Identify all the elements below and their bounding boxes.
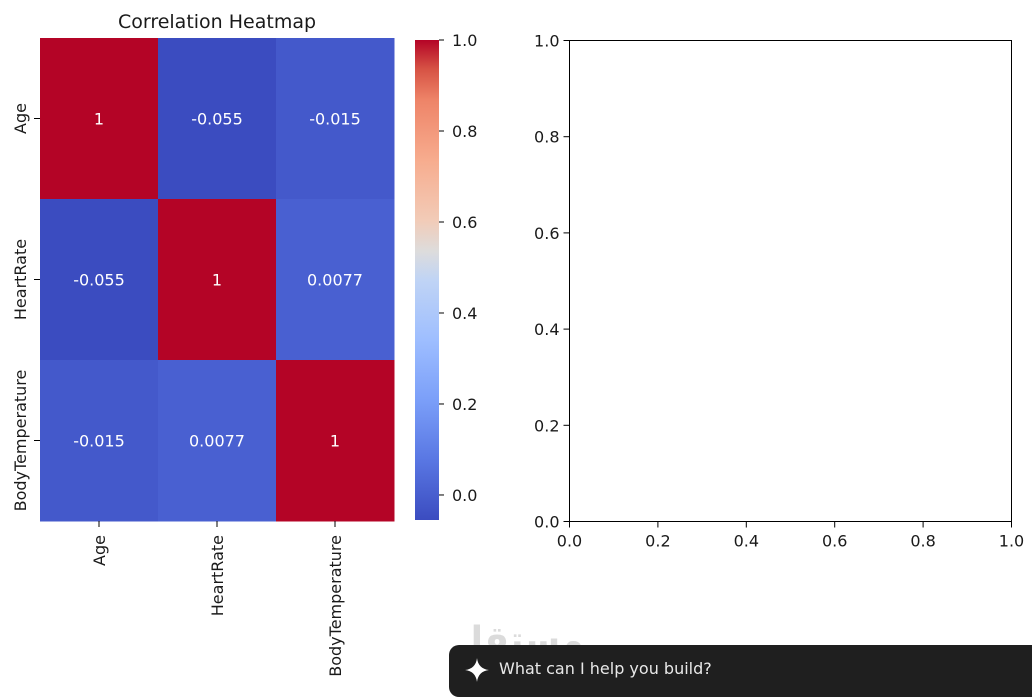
prompt-input[interactable]: What can I help you build? xyxy=(499,659,712,678)
heatmap-annotation-2-1: 0.0077 xyxy=(189,432,245,451)
colorbar-tick-label-5: 1.0 xyxy=(452,31,477,50)
colorbar-tick-label-2: 0.4 xyxy=(452,304,477,323)
x-tick-label-1: 0.2 xyxy=(645,532,670,551)
row-label-2: BodyTemperature xyxy=(11,370,30,512)
heatmap-cells xyxy=(40,38,395,522)
colorbar-tick-label-4: 0.8 xyxy=(452,122,477,141)
heatmap-cell-2-2 xyxy=(276,360,395,522)
heatmap-annotation-1-1: 1 xyxy=(212,271,222,290)
x-tick-label-3: 0.6 xyxy=(822,532,847,551)
heatmap-cell-2-0 xyxy=(40,360,159,522)
heatmap-annotation-0-2: -0.015 xyxy=(309,110,361,129)
heatmap-annotation-1-2: 0.0077 xyxy=(307,271,363,290)
sparkle-icon xyxy=(465,658,489,682)
y-tick-label-0: 0.0 xyxy=(534,513,559,532)
heatmap-cell-1-1 xyxy=(158,199,277,361)
axes-x-ticks: 0.0 0.2 0.4 0.6 0.8 1.0 xyxy=(557,521,1024,551)
heatmap-annotation-0-1: -0.055 xyxy=(191,110,243,129)
y-tick-label-1: 0.2 xyxy=(534,416,559,435)
y-tick-label-5: 1.0 xyxy=(534,32,559,51)
heatmap-cell-1-0 xyxy=(40,199,159,361)
x-tick-label-5: 1.0 xyxy=(999,532,1024,551)
y-tick-label-2: 0.4 xyxy=(534,320,559,339)
heatmap-title: Correlation Heatmap xyxy=(118,11,316,33)
colorbar xyxy=(415,40,439,520)
row-label-0: Age xyxy=(11,103,30,134)
col-label-1: HeartRate xyxy=(208,535,227,616)
heatmap-annotation-1-0: -0.055 xyxy=(73,271,125,290)
heatmap-col-labels: Age HeartRate BodyTemperature xyxy=(90,521,345,677)
heatmap-annotation-2-2: 1 xyxy=(330,432,340,451)
colorbar-tick-label-3: 0.6 xyxy=(452,213,477,232)
heatmap-cell-0-1 xyxy=(158,38,277,200)
prompt-bar[interactable] xyxy=(449,645,1032,697)
heatmap-annotation-0-0: 1 xyxy=(94,110,104,129)
axes-y-ticks: 0.0 0.2 0.4 0.6 0.8 1.0 xyxy=(534,32,570,532)
heatmap-cell-2-1 xyxy=(158,360,277,522)
colorbar-ticks: 0.0 0.2 0.4 0.6 0.8 1.0 xyxy=(439,31,477,505)
heatmap-cell-0-0 xyxy=(40,38,159,200)
heatmap-cell-1-2 xyxy=(276,199,395,361)
heatmap-annotations: 1 -0.055 -0.015 -0.055 1 0.0077 -0.015 0.0077 1 xyxy=(73,110,363,451)
col-label-2: BodyTemperature xyxy=(326,535,345,677)
heatmap-row-labels: Age HeartRate BodyTemperature xyxy=(11,103,40,511)
x-tick-label-0: 0.0 xyxy=(557,532,582,551)
col-label-0: Age xyxy=(90,535,109,566)
row-label-1: HeartRate xyxy=(11,239,30,320)
x-tick-label-4: 0.8 xyxy=(910,532,935,551)
heatmap-annotation-2-0: -0.015 xyxy=(73,432,125,451)
heatmap-cell-0-2 xyxy=(276,38,395,200)
y-tick-label-3: 0.6 xyxy=(534,224,559,243)
empty-axes-frame xyxy=(569,40,1012,522)
x-tick-label-2: 0.4 xyxy=(734,532,759,551)
colorbar-tick-label-1: 0.2 xyxy=(452,395,477,414)
y-tick-label-4: 0.8 xyxy=(534,128,559,147)
colorbar-tick-label-0: 0.0 xyxy=(452,486,477,505)
